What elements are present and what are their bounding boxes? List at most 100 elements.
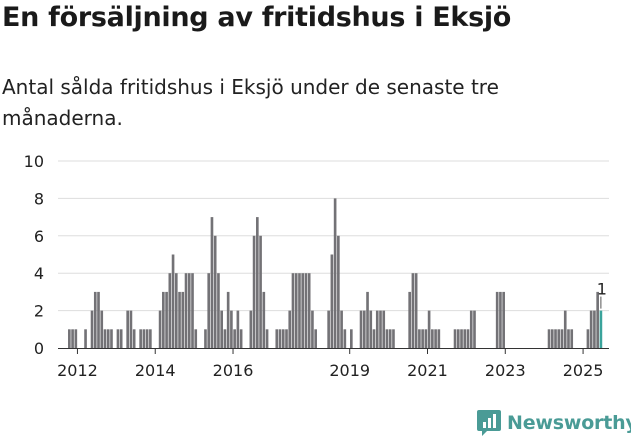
brand-name: Newsworthy [507, 412, 631, 434]
bar [213, 235, 217, 348]
bar [437, 329, 441, 348]
bar [427, 310, 431, 348]
bar [281, 329, 285, 348]
bar [93, 291, 97, 348]
bar [554, 329, 557, 348]
bar [330, 254, 334, 348]
bar [84, 329, 87, 348]
bar [414, 273, 418, 348]
bar [262, 291, 266, 348]
bar [90, 310, 94, 348]
y-tick-label: 2 [34, 302, 44, 321]
bar [499, 291, 502, 348]
bar [252, 235, 256, 348]
bar [411, 273, 415, 348]
bar [71, 329, 74, 348]
bar [220, 310, 223, 348]
bar [375, 310, 379, 348]
bar [314, 329, 317, 348]
bar [340, 310, 343, 348]
bar [463, 329, 467, 348]
bar [586, 329, 590, 348]
bar [106, 329, 110, 348]
bar [68, 329, 71, 348]
y-axis-labels: 0 2 4 6 8 10 [24, 152, 44, 358]
bar [207, 273, 211, 348]
annotation-label: 1 [597, 280, 607, 299]
bar [129, 310, 133, 348]
bar [126, 310, 129, 348]
bar [408, 291, 411, 348]
bar [369, 310, 373, 348]
bar [162, 291, 165, 348]
bar [187, 273, 191, 348]
bar [226, 291, 230, 348]
bar [388, 329, 392, 348]
bar [171, 254, 175, 348]
bar [142, 329, 146, 348]
bar [265, 329, 269, 348]
bar [158, 310, 162, 348]
bar [502, 291, 505, 348]
bar [337, 235, 340, 348]
bar [116, 329, 120, 348]
bar [570, 329, 574, 348]
y-tick-label: 8 [34, 189, 44, 208]
bar [145, 329, 149, 348]
bar [223, 329, 227, 348]
bar [100, 310, 104, 348]
bar [184, 273, 188, 348]
bar [379, 310, 382, 348]
bar [239, 329, 243, 348]
bar-chart: 0 2 4 6 8 10 2012 2014 2016 2019 2021 2023 2025 1 [24, 152, 609, 380]
bar [424, 329, 428, 348]
bar [174, 273, 178, 348]
x-tick-label: 2021 [407, 361, 448, 380]
bar [327, 310, 330, 348]
bar [366, 291, 369, 348]
bar [473, 310, 476, 348]
annotations: 1 [597, 280, 607, 309]
bar [563, 310, 567, 348]
bar [278, 329, 282, 348]
bar [230, 310, 233, 348]
chart-subtitle: Antal sålda fritidshus i Eksjö under de … [2, 75, 499, 130]
bar [456, 329, 460, 348]
bar [249, 310, 253, 348]
bar [288, 310, 292, 348]
bar [469, 310, 473, 348]
bar [431, 329, 434, 348]
bar [178, 291, 181, 348]
bar [165, 291, 168, 348]
bar [495, 291, 499, 348]
bar [194, 329, 198, 348]
bar [132, 329, 136, 348]
bar [307, 273, 311, 348]
bar [285, 329, 288, 348]
y-tick-label: 0 [34, 339, 44, 358]
bar [236, 310, 240, 348]
bar [350, 329, 353, 348]
bar [392, 329, 395, 348]
x-axis: 2012 2014 2016 2019 2021 2023 2025 [57, 348, 609, 380]
bar [259, 235, 262, 348]
bar [97, 291, 100, 348]
bar [191, 273, 194, 348]
bar [421, 329, 424, 348]
bar [74, 329, 78, 348]
bar [275, 329, 279, 348]
bar [210, 217, 214, 348]
bar [217, 273, 220, 348]
newsworthy-logo[interactable]: Newsworthy [476, 408, 631, 438]
y-tick-label: 6 [34, 227, 44, 246]
bar [343, 329, 347, 348]
bar [434, 329, 437, 348]
bar [560, 329, 564, 348]
bar [567, 329, 570, 348]
gridlines [58, 160, 609, 312]
y-tick-label: 10 [24, 152, 44, 171]
bar [139, 329, 142, 348]
bar [589, 310, 593, 348]
bar [359, 310, 363, 348]
bar [301, 273, 305, 348]
